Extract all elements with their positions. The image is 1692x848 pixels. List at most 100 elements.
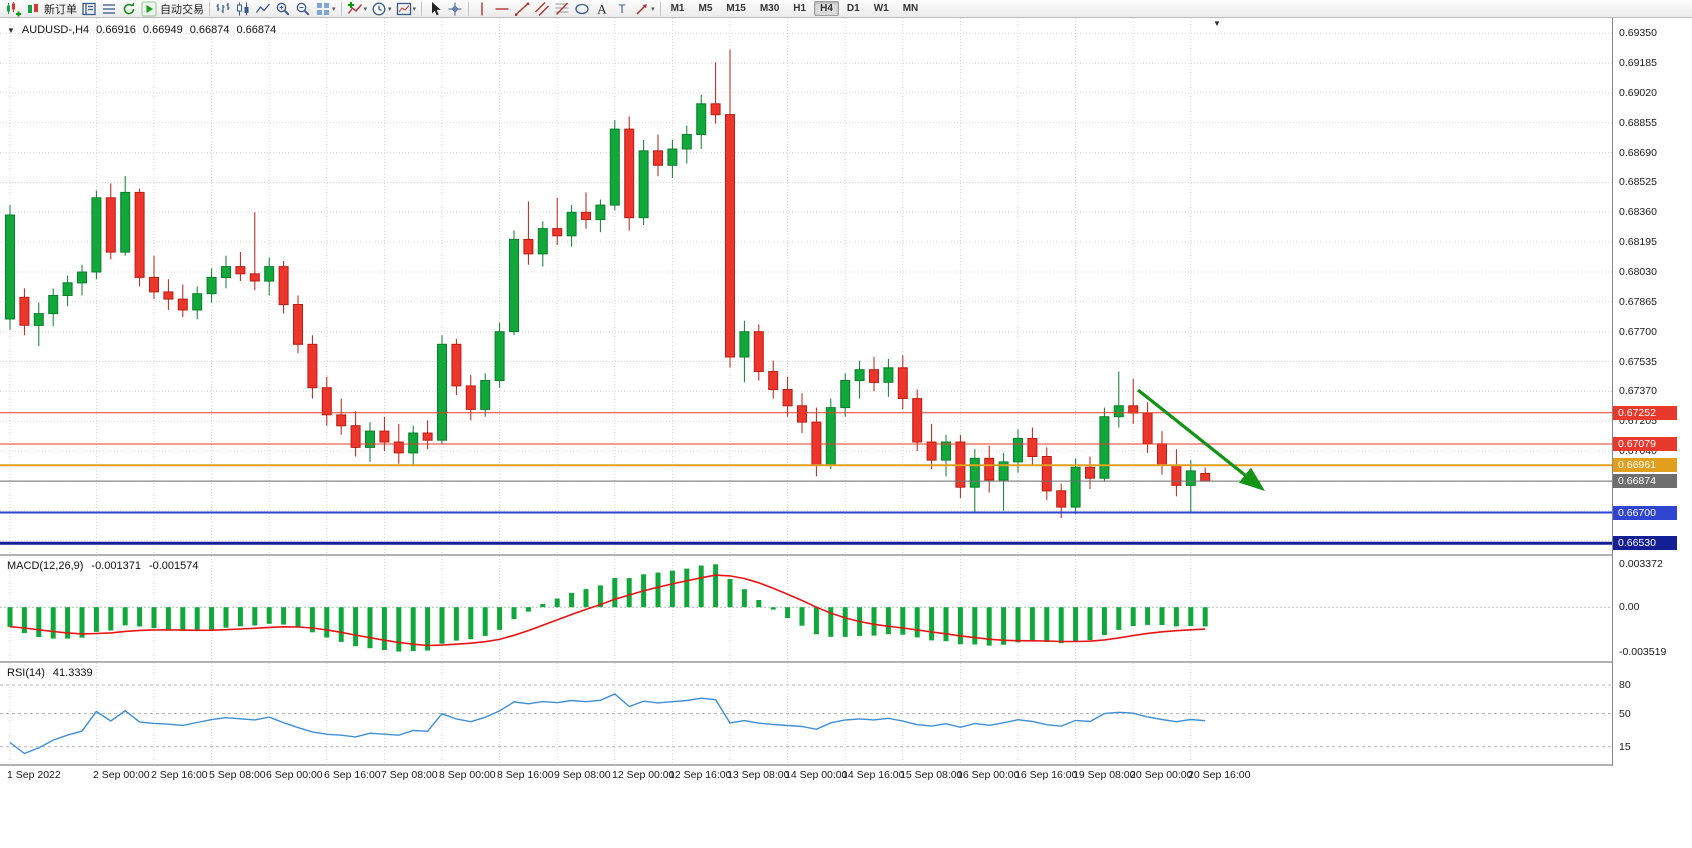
panel-separator[interactable]	[0, 764, 1692, 766]
price-marker-0.67252: 0.67252	[1613, 406, 1677, 420]
auto-trading-label: 自动交易	[160, 3, 204, 16]
periods-button[interactable]: ▾	[369, 0, 394, 17]
timeframe-m5-button[interactable]: M5	[698, 3, 713, 14]
auto-trading-button[interactable]: 自动交易	[139, 0, 206, 17]
price-chart-panel[interactable]	[0, 18, 1612, 554]
chart-shift-marker[interactable]: ▼	[1213, 19, 1221, 28]
chevron-down-icon: ▾	[651, 5, 655, 13]
fibo-icon	[554, 1, 570, 17]
refresh-icon	[121, 1, 137, 17]
horizontal-price-lines	[0, 412, 1612, 545]
text-label-button[interactable]: T	[612, 0, 632, 17]
timeframe-mn-button[interactable]: MN	[902, 3, 919, 14]
svg-text:T: T	[618, 2, 626, 16]
time-label: 13 Sep 08:00	[727, 769, 790, 781]
new-order-button[interactable]: 新订单	[23, 0, 79, 17]
time-label: 19 Sep 08:00	[1073, 769, 1136, 781]
zoom-in-button[interactable]	[273, 0, 293, 17]
macd-value-main: -0.001371	[91, 560, 141, 572]
equidistant-channel-button[interactable]	[532, 0, 552, 17]
candlestick-series	[5, 49, 1211, 518]
rsi-scale-label: 15	[1619, 741, 1631, 753]
timeframe-h4-button[interactable]: H4	[814, 1, 839, 16]
time-label: 8 Sep 16:00	[497, 769, 554, 781]
timeframe-d1-button[interactable]: D1	[846, 3, 860, 14]
time-label: 14 Sep 16:00	[842, 769, 905, 781]
order-icon	[25, 1, 41, 17]
vline-icon	[474, 1, 490, 17]
crosshair-button[interactable]	[445, 0, 465, 17]
macd-value-signal: -0.001574	[148, 560, 199, 572]
svg-text:A: A	[597, 1, 607, 16]
time-label: 5 Sep 08:00	[209, 769, 266, 781]
rsi-canvas	[0, 663, 1612, 764]
symbol-period-label: AUDUSD-,H4	[21, 24, 90, 36]
macd-histogram	[7, 564, 1208, 652]
templates-button[interactable]: ▾	[394, 0, 419, 17]
rsi-scale-label: 50	[1619, 708, 1631, 720]
rsi-panel[interactable]	[0, 663, 1612, 764]
symbol-dropdown-icon[interactable]: ▼	[7, 25, 15, 35]
text-button[interactable]: A	[592, 0, 612, 17]
macd-label: MACD(12,26,9) -0.001371 -0.001574	[7, 560, 199, 572]
price-marker-0.66530: 0.66530	[1613, 536, 1677, 550]
grid	[0, 18, 1612, 554]
price-label: 0.68690	[1619, 147, 1657, 159]
new-order-label: 新订单	[44, 3, 77, 16]
cursor-button[interactable]	[425, 0, 445, 17]
price-marker-0.67079: 0.67079	[1613, 437, 1677, 451]
toolbar-separator	[340, 1, 342, 16]
timeframe-m30-button[interactable]: M30	[759, 3, 780, 14]
timeframe-m1-button[interactable]: M1	[670, 3, 685, 14]
candle-chart-mode-button[interactable]	[233, 0, 253, 17]
toolbar: 新订单 自动交易 ▾ ▾ ▾ ▾ A T ▾ M1 M5 M15 M30 H1 H4 D1 W1 MN	[0, 0, 1692, 18]
zoom-out-button[interactable]	[293, 0, 313, 17]
new-chart-button[interactable]	[3, 0, 23, 17]
price-label: 0.67535	[1619, 356, 1657, 368]
ohlc-open: 0.66916	[96, 24, 136, 36]
shapes-button[interactable]	[572, 0, 592, 17]
horizontal-line-button[interactable]	[492, 0, 512, 17]
zoomout-icon	[295, 1, 311, 17]
fibonacci-button[interactable]	[552, 0, 572, 17]
time-label: 20 Sep 16:00	[1188, 769, 1251, 781]
price-chart-canvas	[0, 18, 1612, 554]
data-window-button[interactable]	[99, 0, 119, 17]
chart-title: ▼ AUDUSD-,H4 0.66916 0.66949 0.66874 0.6…	[7, 24, 276, 36]
time-label: 2 Sep 00:00	[93, 769, 150, 781]
tile-windows-button[interactable]: ▾	[313, 0, 338, 17]
time-label: 6 Sep 16:00	[324, 769, 381, 781]
line-chart-mode-button[interactable]	[253, 0, 273, 17]
rsi-scale-label: 80	[1619, 679, 1631, 691]
vertical-line-button[interactable]	[472, 0, 492, 17]
textT-icon: T	[614, 1, 630, 17]
panel-separator[interactable]	[0, 661, 1692, 663]
timeframe-h1-button[interactable]: H1	[793, 3, 807, 14]
zoomin-icon	[275, 1, 291, 17]
crosshair-icon	[447, 1, 463, 17]
panel-separator[interactable]	[0, 554, 1692, 556]
indicators-button[interactable]: ▾	[345, 0, 370, 17]
market-watch-button[interactable]	[79, 0, 99, 17]
toolbar-separator	[209, 1, 210, 16]
chevron-down-icon: ▾	[332, 5, 336, 13]
chevron-down-icon: ▾	[388, 5, 392, 13]
toolbar-separator	[659, 1, 661, 16]
trendline-button[interactable]	[512, 0, 532, 17]
macd-scale-label: 0.003372	[1619, 558, 1663, 570]
time-axis: 1 Sep 2022 2 Sep 00:00 2 Sep 16:00 5 Sep 08…	[0, 766, 1612, 786]
macd-canvas	[0, 556, 1612, 661]
ohlc-high: 0.66949	[142, 24, 183, 36]
time-label: 12 Sep 16:00	[669, 769, 732, 781]
timeframe-w1-button[interactable]: W1	[873, 3, 889, 14]
macd-panel[interactable]	[0, 556, 1612, 661]
bar-chart-mode-button[interactable]	[213, 0, 233, 17]
time-label: 7 Sep 08:00	[381, 769, 438, 781]
clock-icon	[371, 1, 387, 17]
refresh-button[interactable]	[119, 0, 139, 17]
arrows-button[interactable]: ▾	[632, 0, 657, 17]
time-label: 1 Sep 2022	[7, 769, 61, 781]
timeframe-m15-button[interactable]: M15	[726, 3, 746, 14]
time-label: 12 Sep 00:00	[612, 769, 675, 781]
